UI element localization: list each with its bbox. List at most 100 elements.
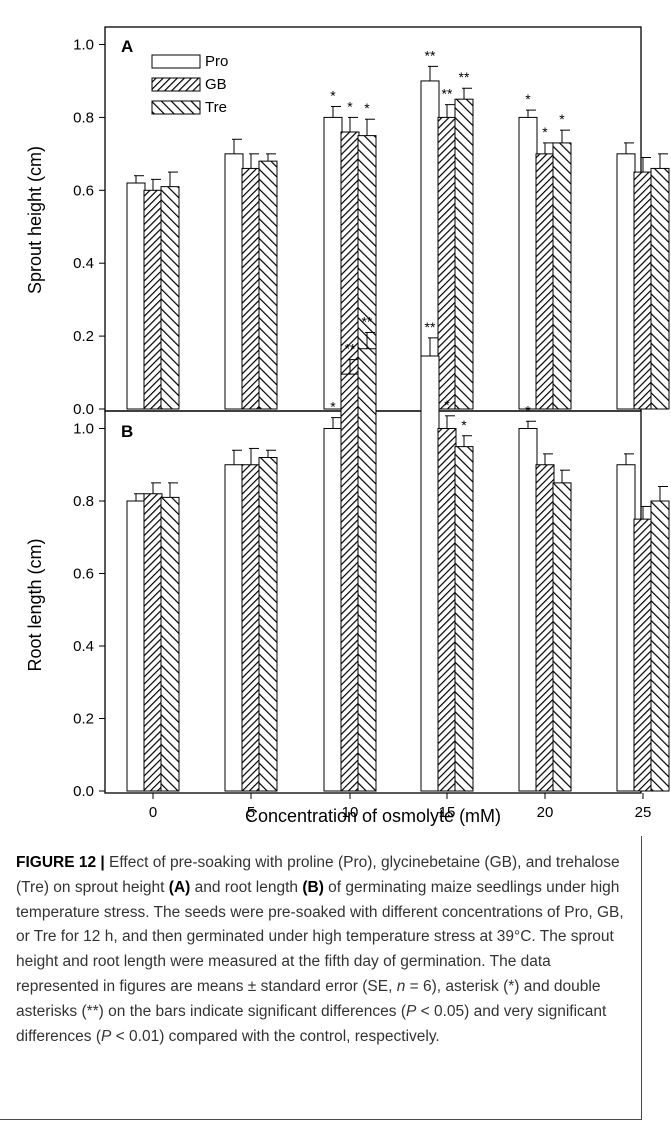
- x-tick-label: 25: [635, 804, 652, 821]
- caption-text-3: of germinating maize seedlings under hig…: [16, 878, 624, 995]
- panel-b-error-bar: [266, 449, 276, 458]
- panel-b-bar-pro: [126, 500, 146, 792]
- panel-a-error-bar: [462, 87, 472, 100]
- panel-a-y-axis-title: Sprout height (cm): [25, 146, 45, 294]
- panel-a-bar-tre: [454, 98, 474, 410]
- panel-a-significance-mark: *: [542, 124, 548, 140]
- panel-a-error-bar: [543, 142, 553, 154]
- legend-label-gb: GB: [205, 76, 227, 93]
- panel-b-bar-tre: [454, 446, 474, 792]
- panel-a-y-tick-label: 0.4: [73, 255, 94, 272]
- panel-a-error-bar: [266, 153, 276, 162]
- panel-a-bar-pro: [518, 116, 538, 410]
- panel-b-error-bar: [658, 486, 668, 501]
- panel-a-error-bar: [445, 104, 455, 118]
- panel-b-y-tick-label: 0.0: [73, 783, 94, 800]
- panel-a-bar-pro: [616, 153, 636, 410]
- panel-b-error-bar: [365, 331, 375, 349]
- panel-b-significance-mark: **: [425, 319, 436, 335]
- figure-caption: FIGURE 12 | Effect of pre-soaking with p…: [16, 851, 634, 1049]
- panel-b-error-bar: [249, 447, 259, 465]
- caption-p-variable-2: P: [101, 1027, 112, 1045]
- panel-a-bar-pro: [323, 116, 343, 410]
- legend-swatch-gb: [151, 77, 201, 92]
- panel-b-error-bar: [445, 415, 455, 429]
- panel-a-bar-gb: [633, 171, 653, 410]
- panel-a-y-tick-label: 0.8: [73, 109, 94, 126]
- caption-frame: [0, 836, 642, 1120]
- panel-a-significance-mark: **: [425, 47, 436, 63]
- caption-label: FIGURE 12 |: [16, 854, 105, 871]
- panel-a-significance-mark: **: [442, 86, 453, 102]
- panel-b-error-bar: [428, 337, 438, 356]
- panel-a-significance-mark: *: [525, 91, 531, 107]
- panel-a-error-bar: [641, 156, 651, 173]
- panel-b-error-bar: [168, 482, 178, 498]
- caption-ref-a: (A): [168, 878, 191, 896]
- panel-b-bar-tre: [357, 348, 377, 792]
- panel-a-y-tick-label: 0.0: [73, 401, 94, 418]
- panel-b-error-bar: [526, 420, 536, 429]
- panel-a-error-bar: [168, 171, 178, 187]
- legend: Pro GB Tre: [151, 53, 228, 116]
- panel-b-y-tick-label: 1.0: [73, 421, 94, 438]
- legend-label-pro: Pro: [205, 53, 228, 70]
- panel-a-significance-mark: **: [459, 69, 470, 85]
- panel-b-bar-gb: [633, 518, 653, 792]
- panel-a-error-bar: [526, 109, 536, 118]
- panel-b-bar-gb: [535, 464, 555, 792]
- panel-b-bar-tre: [650, 500, 670, 792]
- panel-a-y-tick-label: 0.2: [73, 328, 94, 345]
- panel-a-error-bar: [331, 105, 341, 118]
- panel-b-bar-pro: [323, 428, 343, 792]
- x-tick-label: 15: [439, 804, 456, 821]
- x-axis-title: Concentration of osmolyte (mM): [245, 806, 501, 826]
- panel-b-bar-gb: [143, 493, 163, 792]
- panel-b-error-bar: [151, 482, 161, 494]
- panel-b-bar-gb: [241, 464, 261, 792]
- caption-text-5: < 0.05) and very significant differences…: [16, 1002, 607, 1045]
- panel-b-significance-mark: **: [362, 313, 373, 329]
- panel-a-bar-tre: [650, 167, 670, 410]
- panel-a-error-bar: [232, 138, 242, 154]
- panel-b-plot: 0.00.20.40.60.81.00 5 10 15 20 25**********: [73, 313, 670, 821]
- panel-b-y-tick-label: 0.4: [73, 638, 94, 655]
- x-tick-label: 10: [342, 804, 359, 821]
- panel-b-y-axis-title: Root length (cm): [25, 538, 45, 671]
- caption-ref-b: (B): [302, 878, 324, 896]
- panel-a-error-bar: [249, 153, 259, 169]
- panel-a-significance-mark: *: [364, 100, 370, 116]
- x-tick-label: 20: [537, 804, 554, 821]
- panel-b-bar-tre: [552, 482, 572, 792]
- panel-b-label: B: [121, 422, 133, 441]
- caption-text-2: and root length: [190, 878, 303, 896]
- panel-b-error-bar: [134, 493, 144, 501]
- panel-a-bar-pro: [224, 153, 244, 410]
- panel-a-y-tick-label: 0.6: [73, 182, 94, 199]
- panel-a-error-bar: [624, 142, 634, 154]
- figure-chart: A B Sprout height (cm) Root length (cm) …: [25, 26, 670, 826]
- panel-b-error-bar: [543, 453, 553, 465]
- panel-a-significance-mark: *: [347, 98, 353, 114]
- panel-b-bar-gb: [437, 428, 457, 792]
- caption-text-6: < 0.01) compared with the control, respe…: [111, 1027, 440, 1045]
- panel-a-bar-tre: [552, 142, 572, 410]
- panel-b-bar-pro: [420, 355, 440, 792]
- panel-b-bar-tre: [258, 457, 278, 792]
- panel-a-error-bar: [151, 178, 161, 191]
- panel-a-bar-pro: [126, 182, 146, 410]
- panel-a-bar-gb: [241, 167, 261, 410]
- panel-b-error-bar: [232, 449, 242, 465]
- panel-a-error-bar: [428, 65, 438, 81]
- panel-b-error-bar: [641, 505, 651, 520]
- panel-a-error-bar: [365, 118, 375, 136]
- panel-b-y-tick-label: 0.8: [73, 493, 94, 510]
- panel-b-bar-gb: [340, 373, 360, 792]
- panel-b-significance-mark: *: [444, 397, 450, 413]
- legend-label-tre: Tre: [205, 99, 227, 116]
- panel-b-error-bar: [560, 469, 570, 483]
- panel-a-error-bar: [560, 129, 570, 143]
- panel-a-error-bar: [348, 116, 358, 132]
- panel-b-error-bar: [331, 417, 341, 429]
- x-tick-label: 0: [149, 804, 157, 821]
